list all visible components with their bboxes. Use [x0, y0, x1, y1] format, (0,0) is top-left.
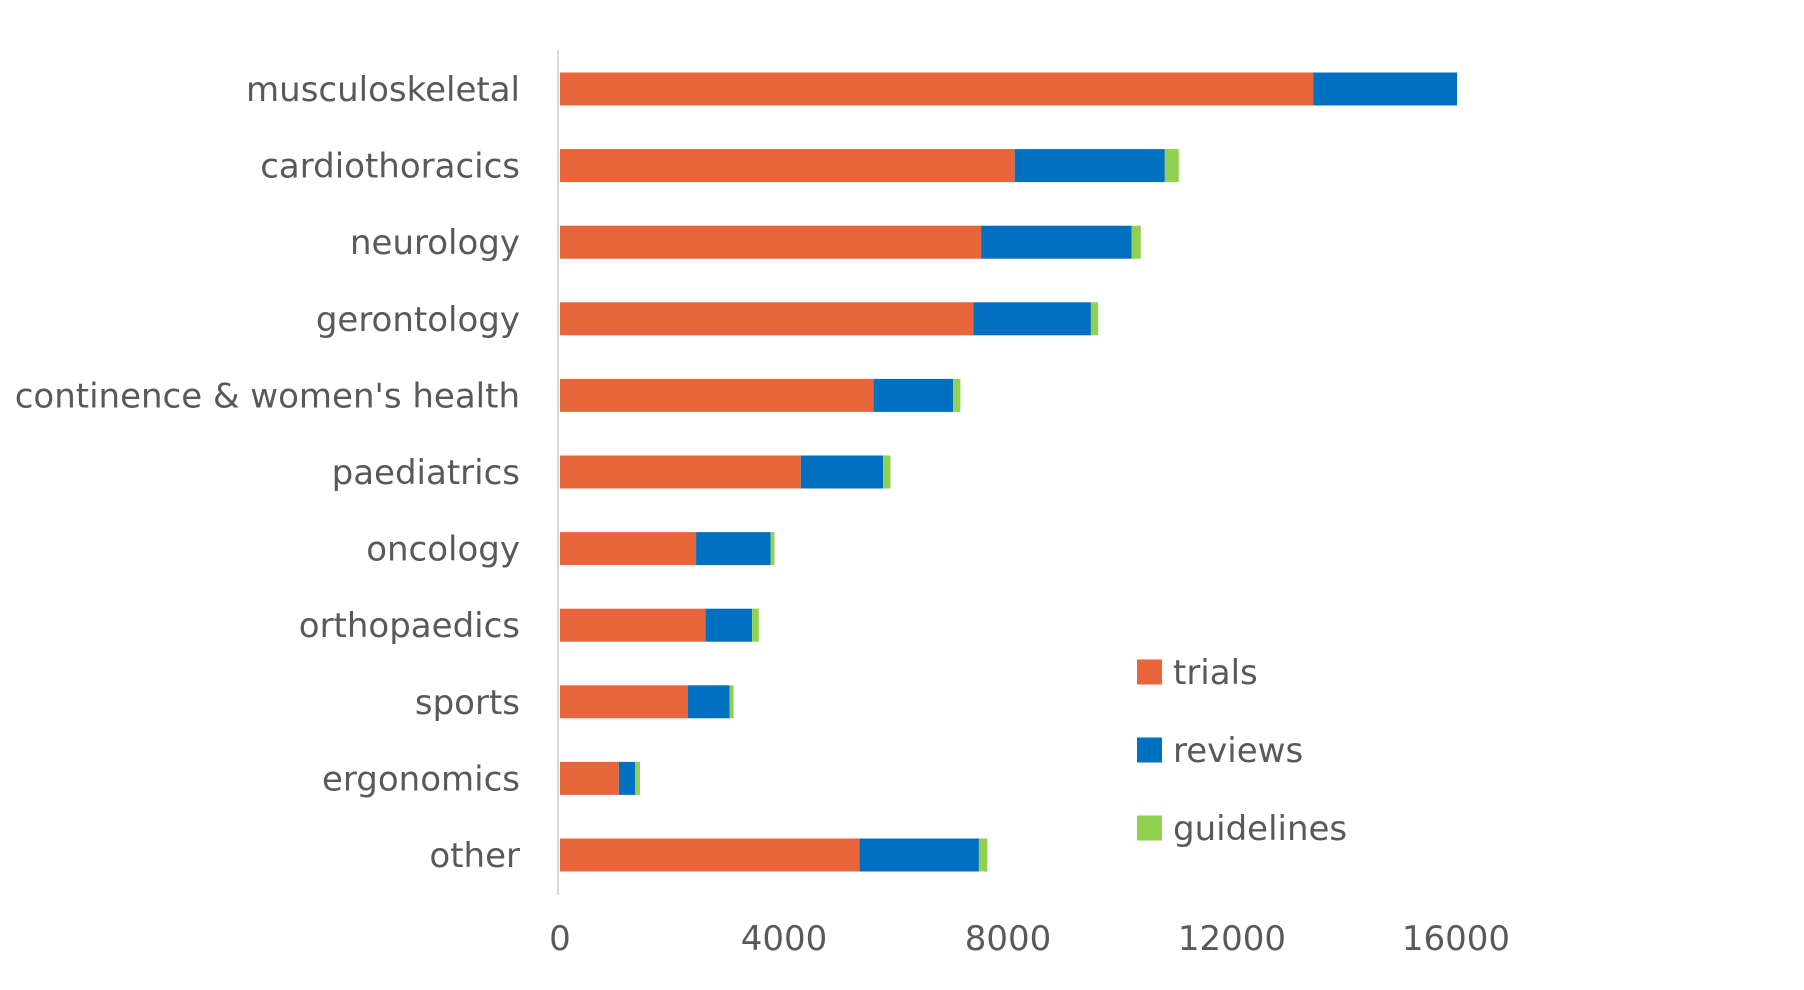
bar-trials-ergonomics — [560, 761, 619, 795]
legend-swatch-guidelines — [1137, 815, 1162, 841]
legend: trials reviews guidelines — [1137, 653, 1347, 849]
category-label-sports: sports — [415, 683, 520, 723]
bar-guidelines-ergonomics — [635, 761, 640, 795]
legend-label-trials: trials — [1173, 653, 1258, 693]
bar-reviews-oncology — [696, 532, 771, 566]
bar-reviews-ergonomics — [618, 761, 635, 795]
bar-trials-neurology — [560, 225, 982, 259]
legend-swatch-trials — [1137, 659, 1162, 685]
bar-reviews-cardiothoracics — [1014, 149, 1165, 183]
bar-guidelines-oncology — [770, 532, 775, 566]
bar-guidelines-cardiothoracics — [1164, 149, 1179, 183]
bar-reviews-orthopaedics — [705, 608, 753, 642]
bar-reviews-musculoskeletal — [1313, 72, 1458, 106]
category-label-neurology: neurology — [350, 223, 520, 263]
bar-trials-other — [560, 838, 860, 872]
bars-group — [560, 72, 1458, 872]
bar-reviews-continence-and-women-s-health — [873, 378, 954, 412]
category-label-cardiothoracics: cardiothoracics — [260, 147, 520, 187]
bar-guidelines-continence-and-women-s-health — [953, 378, 961, 412]
category-label-other: other — [429, 836, 520, 876]
bar-guidelines-orthopaedics — [752, 608, 759, 642]
x-tick-label-16000: 16000 — [1402, 919, 1510, 959]
bar-guidelines-sports — [729, 685, 734, 719]
category-label-ergonomics: ergonomics — [322, 759, 520, 799]
legend-label-guidelines: guidelines — [1173, 809, 1347, 849]
bar-reviews-paediatrics — [800, 455, 884, 489]
bar-guidelines-gerontology — [1090, 302, 1099, 336]
category-label-paediatrics: paediatrics — [332, 453, 520, 493]
bar-reviews-gerontology — [973, 302, 1091, 336]
x-tick-label-8000: 8000 — [965, 919, 1052, 959]
bar-guidelines-other — [978, 838, 988, 872]
bar-trials-continence-and-women-s-health — [560, 378, 874, 412]
bar-reviews-other — [859, 838, 979, 872]
category-label-oncology: oncology — [366, 530, 520, 570]
x-tick-label-0: 0 — [549, 919, 571, 959]
x-axis-tick-labels: 0 4000 8000 12000 16000 — [549, 919, 1510, 959]
bar-guidelines-paediatrics — [883, 455, 891, 489]
bar-reviews-neurology — [981, 225, 1132, 259]
legend-swatch-reviews — [1137, 737, 1162, 763]
x-tick-label-4000: 4000 — [741, 919, 828, 959]
legend-label-reviews: reviews — [1173, 731, 1303, 771]
bar-trials-cardiothoracics — [560, 149, 1015, 183]
category-label-gerontology: gerontology — [316, 300, 520, 340]
category-labels: musculoskeletal cardiothoracics neurology g… — [15, 70, 520, 876]
category-label-continence-and-women-s-health: continence & women's health — [15, 376, 520, 416]
bar-trials-paediatrics — [560, 455, 801, 489]
x-tick-label-12000: 12000 — [1178, 919, 1286, 959]
bar-trials-oncology — [560, 532, 697, 566]
category-label-musculoskeletal: musculoskeletal — [246, 70, 520, 110]
bar-trials-sports — [560, 685, 688, 719]
bar-trials-orthopaedics — [560, 608, 706, 642]
category-label-orthopaedics: orthopaedics — [299, 606, 520, 646]
bar-trials-musculoskeletal — [560, 72, 1314, 106]
bar-guidelines-neurology — [1131, 225, 1141, 259]
bar-reviews-sports — [687, 685, 730, 719]
bar-trials-gerontology — [560, 302, 974, 336]
